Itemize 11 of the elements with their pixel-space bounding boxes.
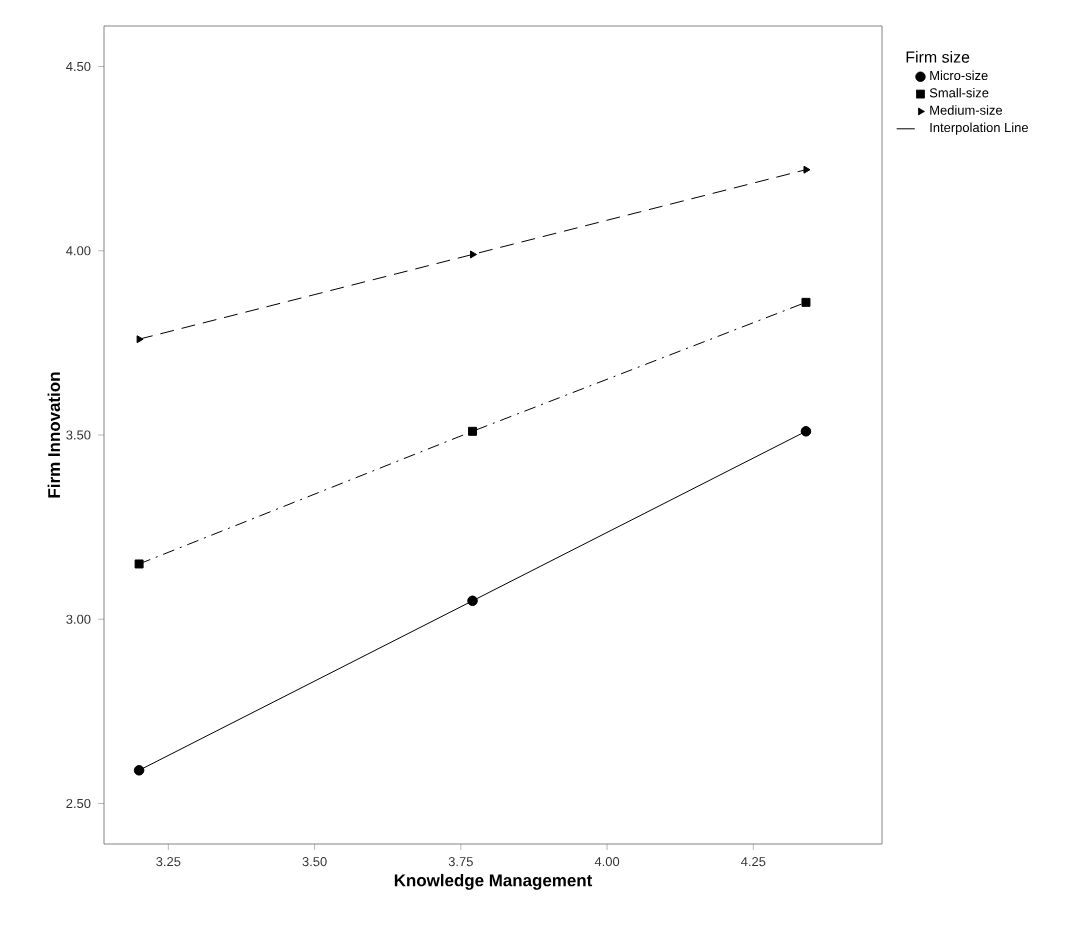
point	[467, 595, 478, 607]
point	[470, 250, 478, 259]
y-axis-title: Firm Innovation	[47, 372, 61, 498]
point	[468, 426, 478, 436]
point	[134, 559, 144, 569]
x-axis-title: Knowledge Management	[394, 873, 593, 890]
point	[803, 165, 811, 174]
point	[136, 335, 144, 344]
point	[800, 426, 812, 437]
point	[801, 297, 811, 307]
point	[133, 765, 145, 776]
